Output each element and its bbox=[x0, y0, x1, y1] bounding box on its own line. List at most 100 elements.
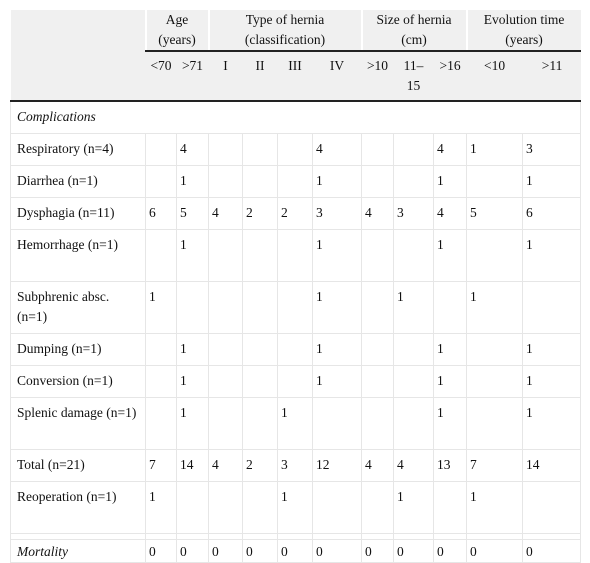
cell: 7 bbox=[466, 449, 524, 482]
data-row: Dysphagia (n=11) 6 5 4 2 2 3 4 3 4 5 6 bbox=[10, 197, 582, 230]
cell: 0 bbox=[361, 539, 394, 563]
cell bbox=[432, 281, 468, 334]
cell: 14 bbox=[522, 449, 582, 482]
corner bbox=[10, 10, 146, 102]
cell: 1 bbox=[277, 397, 313, 450]
cell: 6 bbox=[522, 197, 582, 230]
data-row: Reoperation (n=1) 1 1 1 1 bbox=[10, 481, 582, 534]
cell bbox=[145, 397, 177, 450]
data-row: Dumping (n=1) 1 1 1 1 bbox=[10, 333, 582, 366]
cell: 0 bbox=[145, 539, 177, 563]
row-label: Mortality bbox=[10, 539, 146, 563]
cell: 4 bbox=[432, 197, 468, 230]
cell bbox=[432, 481, 468, 534]
cell: 4 bbox=[208, 449, 243, 482]
cell: 1 bbox=[466, 133, 524, 166]
cell: 4 bbox=[361, 449, 394, 482]
cell bbox=[208, 281, 243, 334]
row-label: Respiratory (n=4) bbox=[10, 133, 146, 166]
sub-header: >71 bbox=[175, 51, 209, 102]
cell bbox=[361, 481, 394, 534]
cell: 12 bbox=[312, 449, 362, 482]
cell bbox=[466, 397, 524, 450]
row-label: Conversion (n=1) bbox=[10, 365, 146, 398]
sub-header: 11–15 bbox=[392, 51, 434, 102]
mortality-row: Mortality 0 0 0 0 0 0 0 0 0 0 0 bbox=[10, 539, 582, 563]
cell bbox=[208, 133, 243, 166]
cell bbox=[208, 397, 243, 450]
cell: 1 bbox=[312, 333, 362, 366]
cell: 13 bbox=[432, 449, 468, 482]
cell: 2 bbox=[277, 197, 313, 230]
section-row: Complications bbox=[9, 100, 582, 134]
cell: 1 bbox=[176, 397, 209, 450]
sub-header: >11 bbox=[521, 51, 581, 102]
cell: 3 bbox=[277, 449, 313, 482]
cell: 0 bbox=[208, 539, 243, 563]
cell bbox=[277, 365, 313, 398]
cell bbox=[145, 333, 177, 366]
cell: 1 bbox=[312, 229, 362, 282]
data-row: Conversion (n=1) 1 1 1 1 bbox=[10, 365, 582, 398]
cell bbox=[208, 365, 243, 398]
cell bbox=[242, 133, 278, 166]
cell bbox=[522, 281, 582, 334]
cell: 0 bbox=[277, 539, 313, 563]
cell: 0 bbox=[312, 539, 362, 563]
cell: 1 bbox=[432, 229, 468, 282]
cell: 7 bbox=[145, 449, 177, 482]
row-label: Splenic damage (n=1) bbox=[10, 397, 146, 450]
cell: 0 bbox=[432, 539, 468, 563]
cell: 1 bbox=[432, 333, 468, 366]
cell bbox=[393, 397, 434, 450]
cell bbox=[466, 165, 524, 198]
cell bbox=[361, 397, 394, 450]
cell bbox=[176, 481, 209, 534]
cell: 1 bbox=[312, 165, 362, 198]
cell bbox=[208, 165, 243, 198]
cell: 1 bbox=[522, 333, 582, 366]
cell bbox=[277, 165, 313, 198]
cell bbox=[277, 133, 313, 166]
row-label: Dysphagia (n=11) bbox=[10, 197, 146, 230]
cell bbox=[393, 165, 434, 198]
group-header: Evolution time (years) bbox=[465, 10, 581, 52]
cell bbox=[393, 333, 434, 366]
row-label: Total (n=21) bbox=[10, 449, 146, 482]
cell bbox=[393, 365, 434, 398]
cell bbox=[145, 165, 177, 198]
cell: 1 bbox=[176, 365, 209, 398]
cell bbox=[466, 229, 524, 282]
cell: 1 bbox=[432, 165, 468, 198]
cell: 1 bbox=[145, 481, 177, 534]
cell: 0 bbox=[466, 539, 524, 563]
cell bbox=[312, 481, 362, 534]
data-row: Splenic damage (n=1) 1 1 1 1 bbox=[10, 397, 582, 450]
cell: 1 bbox=[522, 365, 582, 398]
cell bbox=[277, 333, 313, 366]
cell bbox=[208, 229, 243, 282]
cell: 1 bbox=[176, 229, 209, 282]
cell bbox=[242, 365, 278, 398]
data-row: Subphrenic absc. (n=1) 1 1 1 1 bbox=[10, 281, 582, 334]
cell: 1 bbox=[522, 397, 582, 450]
cell: 1 bbox=[522, 229, 582, 282]
cell: 1 bbox=[432, 397, 468, 450]
cell: 2 bbox=[242, 197, 278, 230]
cell bbox=[242, 397, 278, 450]
cell bbox=[466, 333, 524, 366]
cell: 4 bbox=[361, 197, 394, 230]
cell: 4 bbox=[208, 197, 243, 230]
data-row: Diarrhea (n=1) 1 1 1 1 bbox=[10, 165, 582, 198]
cell bbox=[242, 333, 278, 366]
cell: 1 bbox=[466, 281, 524, 334]
section-label: Complications bbox=[9, 100, 582, 134]
cell bbox=[312, 397, 362, 450]
cell: 1 bbox=[277, 481, 313, 534]
sub-header: IV bbox=[311, 51, 362, 102]
cell: 2 bbox=[242, 449, 278, 482]
cell bbox=[361, 365, 394, 398]
group-header: Type of hernia (classification) bbox=[207, 10, 362, 52]
row-label: Subphrenic absc. (n=1) bbox=[10, 281, 146, 334]
data-row: Hemorrhage (n=1) 1 1 1 1 bbox=[10, 229, 582, 282]
